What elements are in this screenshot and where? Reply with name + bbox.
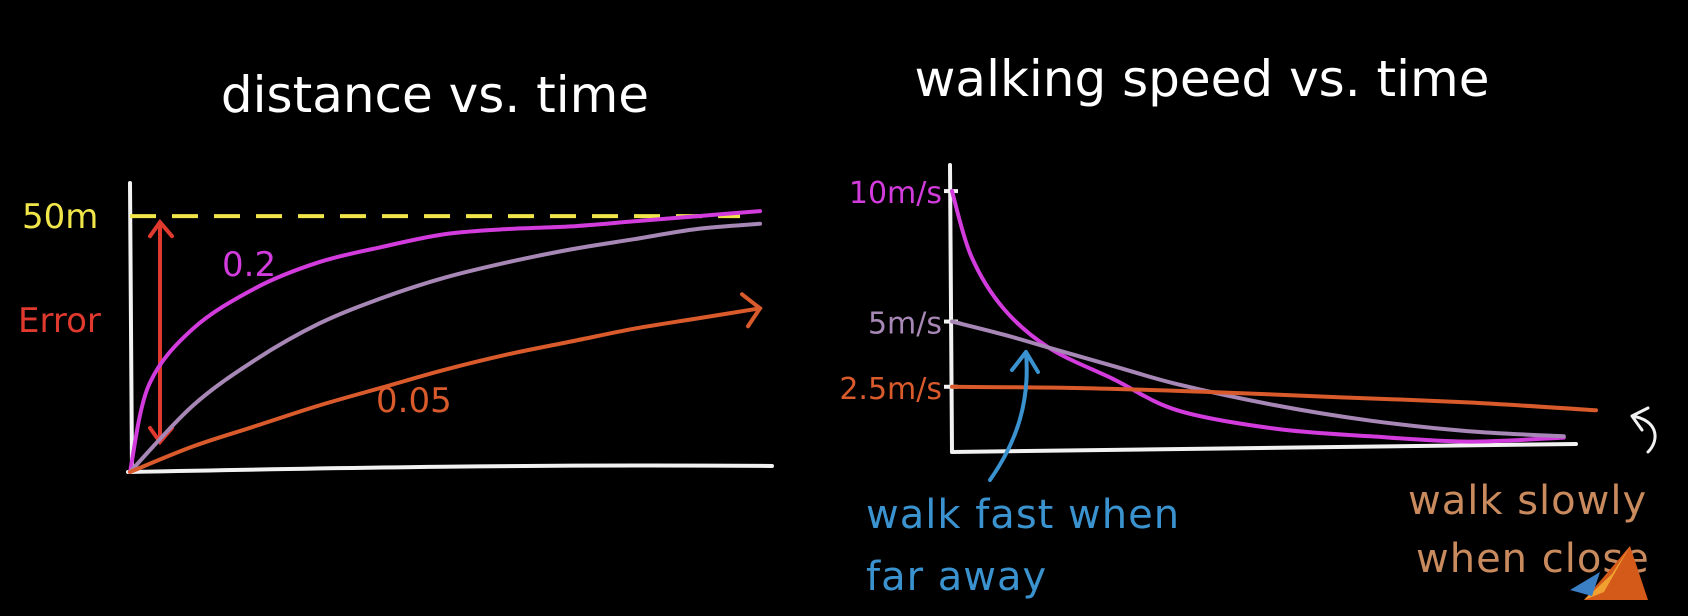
speed-series-line-fast [950,189,1566,444]
error-label: Error [18,301,101,341]
walk-slowly-text-line1: walk slowly [1408,478,1647,524]
error-arrow [148,218,174,446]
series-0.05-arrowhead [740,292,763,329]
series-label-0.2: 0.2 [222,245,276,285]
walk-slowly-annotation: walk slowly when close [1408,478,1649,582]
distance-chart-title: distance vs. time [221,66,649,124]
distance-y-axis [128,181,134,474]
walk-fast-text-line2: far away [866,554,1047,600]
walk-fast-arrow [988,350,1040,482]
distance-x-axis [126,463,774,474]
speed-x-axis [950,442,1578,454]
y-tick-label-50m: 50m [22,197,98,237]
speed-y-axis [948,163,954,454]
speed-y-tick-label: 5m/s [868,307,942,342]
speed-series-line-medium [950,319,1566,439]
matlab-logo [1570,546,1648,600]
series-label-0.05: 0.05 [376,381,452,421]
speed-y-tick-label: 2.5m/s [839,372,942,407]
speed-series-line-slow [950,384,1598,413]
walk-fast-annotation: walk fast when far away [866,350,1180,600]
walking-speed-chart-title: walking speed vs. time [915,50,1490,108]
walking-speed-chart: walking speed vs. time 10m/s 5m/s 2.5m/s w… [839,50,1657,600]
speed-y-tick-label: 10m/s [849,176,942,211]
distance-series-line-0.05 [128,306,762,474]
distance-series-line-mid [128,221,762,474]
distance-chart: distance vs. time 50m Error 0.2 0.05 [18,66,774,474]
distance-series-line-0.2 [128,209,762,474]
walk-slowly-arrow [1630,406,1657,454]
walk-fast-text-line1: walk fast when [866,492,1180,538]
